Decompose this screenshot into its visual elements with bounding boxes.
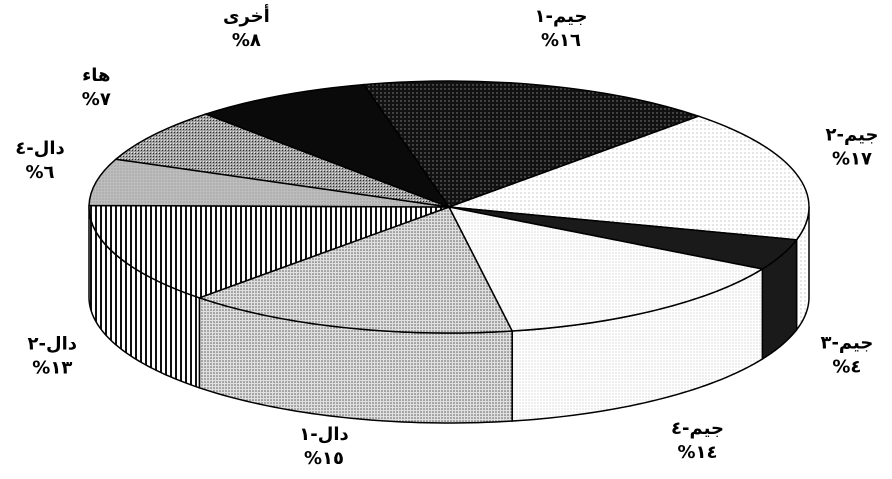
pie-label-6: دال-٤ %٦ <box>15 138 65 183</box>
pie-label-name-0: جيم-١ <box>535 6 588 27</box>
pie-label-4: دال-١ %١٥ <box>299 424 349 469</box>
pie-slice-4 <box>197 206 514 334</box>
pie-label-name-6: دال-٤ <box>15 138 65 159</box>
pie-label-value-1: %١٧ <box>832 149 872 170</box>
pie-slice-0 <box>362 80 701 208</box>
pie-label-value-7: %٧ <box>82 89 111 110</box>
pie-label-name-3: جيم-٤ <box>671 418 724 439</box>
pie-label-value-8: %٨ <box>232 30 261 51</box>
pie-slice-1 <box>448 115 810 241</box>
pie-label-3: جيم-٤ %١٤ <box>671 418 724 463</box>
pie-label-7: هاء %٧ <box>82 65 111 110</box>
pie-label-value-6: %٦ <box>25 162 54 183</box>
pie-label-value-3: %١٤ <box>677 442 717 463</box>
pie-label-value-5: %١٣ <box>32 358 72 379</box>
pie-label-2: جيم-٣ %٤ <box>820 332 873 377</box>
pie-tops <box>88 80 810 334</box>
pie-label-name-8: أخرى <box>223 4 270 27</box>
pie-label-value-4: %١٥ <box>304 448 344 469</box>
pie-slice-6 <box>88 158 450 208</box>
pie-label-name-7: هاء <box>82 65 110 86</box>
pie-slice-7 <box>114 113 450 208</box>
pie-slice-3 <box>447 205 765 332</box>
pie-label-name-4: دال-١ <box>299 424 349 445</box>
pie-labels: جيم-١%١٦جيم-٢%١٧جيم-٣%٤جيم-٤%١٤دال-١%١٥د… <box>15 4 878 469</box>
pie-label-name-2: جيم-٣ <box>820 332 873 353</box>
pie-label-8: أخرى %٨ <box>223 4 270 51</box>
pie-slice-5 <box>88 204 450 299</box>
pie-label-value-0: %١٦ <box>541 30 581 51</box>
pie-label-1: جيم-٢ %١٧ <box>826 125 879 170</box>
pie-label-value-2: %٤ <box>832 356 861 377</box>
pie-label-0: جيم-١ %١٦ <box>535 6 588 51</box>
pie-label-name-1: جيم-٢ <box>826 125 879 146</box>
pie-slice-8 <box>203 83 452 209</box>
pie-label-name-5: دال-٢ <box>28 334 78 355</box>
pie-label-5: دال-٢ %١٣ <box>28 334 78 379</box>
